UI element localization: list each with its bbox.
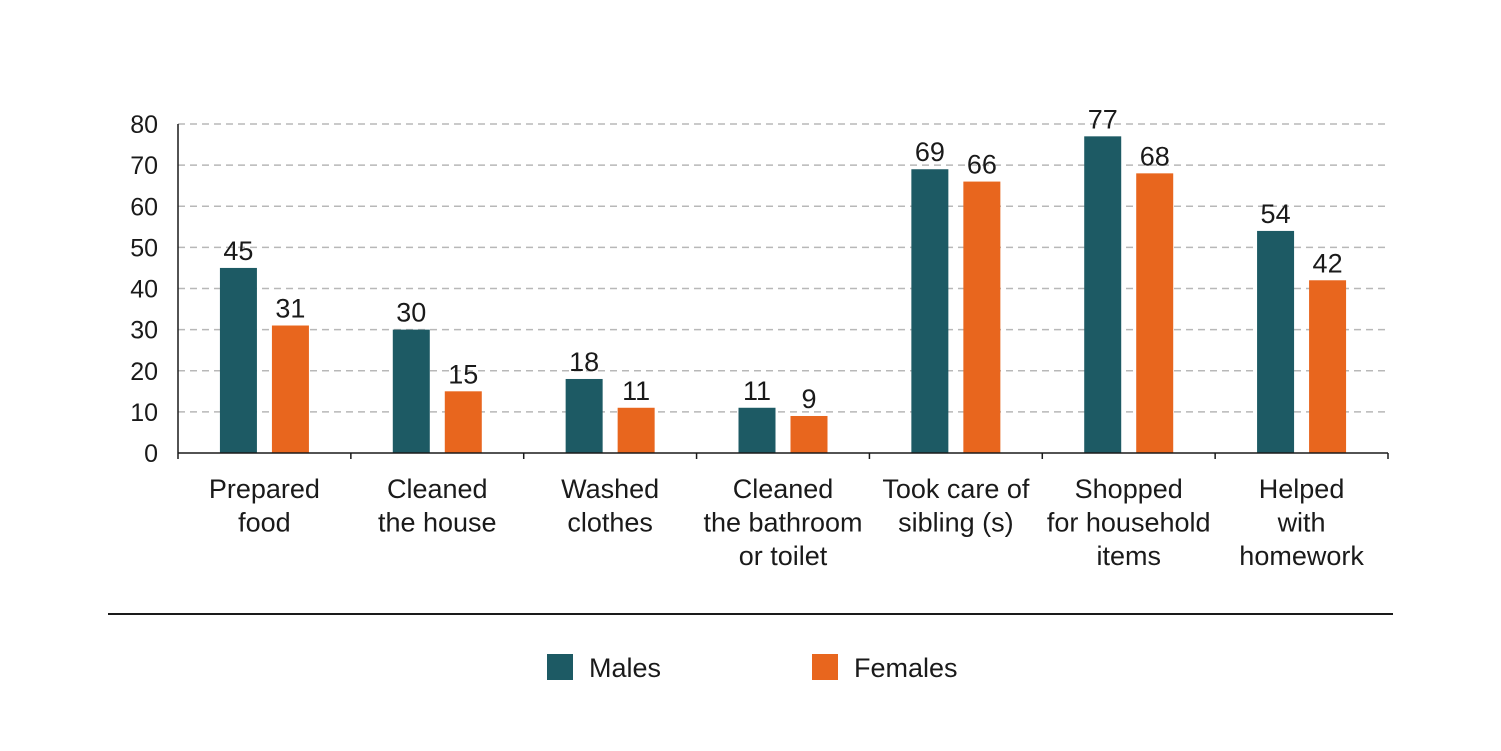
data-label: 15: [448, 359, 478, 389]
y-tick-label: 40: [130, 276, 158, 304]
category-label: food: [238, 508, 291, 538]
axes: [177, 124, 1389, 459]
category-label: clothes: [567, 508, 653, 538]
gridlines: [178, 123, 1388, 413]
bar-females: [271, 325, 309, 453]
legend-swatch-females: [812, 654, 838, 680]
bar-males: [1257, 230, 1295, 453]
legend-label-males: Males: [589, 653, 661, 683]
y-tick-label: 30: [130, 317, 158, 345]
bar-females: [444, 391, 482, 453]
category-label: the house: [378, 508, 497, 538]
bar-males: [392, 329, 430, 453]
bar-females: [617, 407, 655, 453]
data-label: 69: [915, 137, 945, 167]
data-label: 77: [1088, 104, 1118, 134]
y-tick-label: 20: [130, 358, 158, 386]
legend-swatch-males: [547, 654, 573, 680]
bar-females: [1136, 173, 1174, 453]
bar-females: [790, 415, 828, 453]
category-label: Washed: [561, 474, 659, 504]
category-label: Took care of: [882, 474, 1030, 504]
category-label: sibling (s): [898, 508, 1014, 538]
data-label: 42: [1313, 248, 1343, 278]
data-label: 31: [275, 294, 305, 324]
bar-males: [219, 267, 257, 453]
y-tick-label: 10: [130, 399, 158, 427]
data-label: 9: [801, 384, 816, 414]
legend-label-females: Females: [854, 653, 958, 683]
data-label: 45: [223, 236, 253, 266]
y-tick-label: 80: [130, 111, 158, 139]
category-label: or toilet: [739, 541, 828, 571]
data-label: 54: [1261, 199, 1291, 229]
category-label: Cleaned: [387, 474, 488, 504]
bar-males: [738, 407, 776, 453]
bar-males: [1084, 136, 1122, 453]
category-label: for household: [1047, 508, 1211, 538]
category-label: Cleaned: [733, 474, 834, 504]
data-label: 18: [569, 347, 599, 377]
category-label: homework: [1239, 541, 1364, 571]
bar-females: [963, 181, 1001, 453]
data-label: 68: [1140, 141, 1170, 171]
y-tick-label: 70: [130, 152, 158, 180]
data-label: 30: [396, 298, 426, 328]
category-label: the bathroom: [703, 508, 862, 538]
legend: Males Females: [547, 653, 958, 683]
category-label: Helped: [1259, 474, 1345, 504]
data-label: 66: [967, 150, 997, 180]
category-labels: Prepared food Cleaned the house Washed clothe…: [209, 474, 1364, 571]
y-axis-ticks: 0 10 20 30 40 50 60 70 80: [130, 111, 158, 468]
data-label: 11: [743, 376, 771, 406]
category-label: items: [1096, 541, 1161, 571]
bar-males: [565, 378, 603, 453]
y-tick-label: 60: [130, 193, 158, 221]
bars: [219, 136, 1347, 454]
category-label: Shopped: [1075, 474, 1183, 504]
bar-females: [1309, 280, 1347, 453]
category-label: Prepared: [209, 474, 320, 504]
y-tick-label: 0: [144, 440, 158, 468]
y-tick-label: 50: [130, 234, 158, 262]
bar-males: [911, 169, 949, 454]
data-labels: 45 30 18 11 69 77 54 31 15 11 9 66 68 42: [223, 104, 1342, 414]
category-label: with: [1277, 508, 1326, 538]
data-label: 11: [622, 376, 650, 406]
